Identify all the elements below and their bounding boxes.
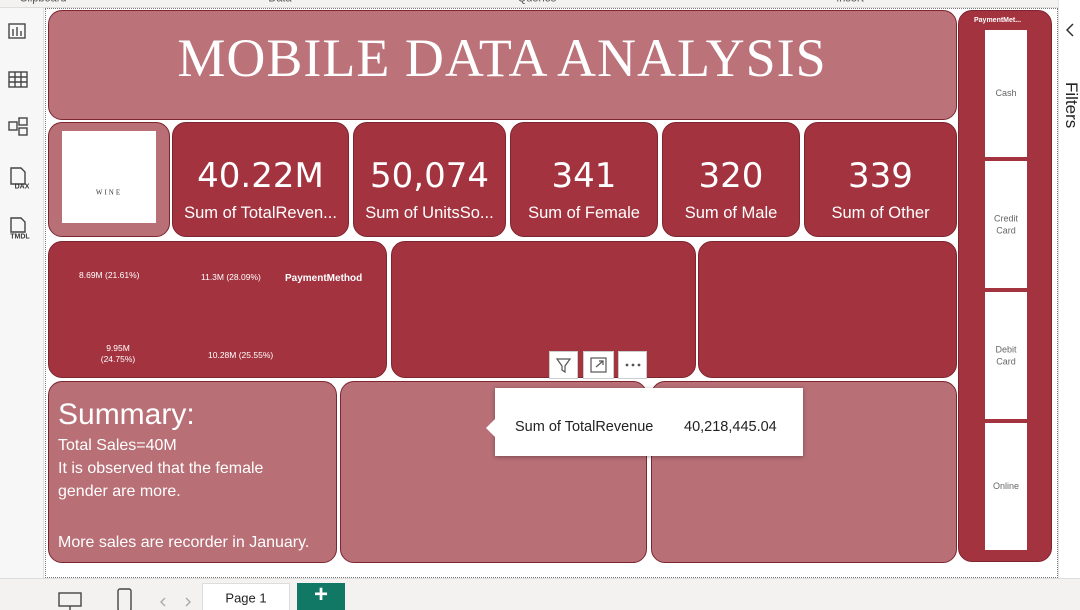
card-label: Sum of Male [684,203,778,222]
card-label: Sum of Female [528,203,640,222]
left-nav [0,8,44,578]
focus-mode-icon[interactable] [583,351,614,379]
filter-icon[interactable] [549,351,578,379]
ribbon-group-label: Queries [518,0,557,5]
more-options-icon[interactable] [618,351,647,379]
card-tile [662,122,800,237]
add-page-label: + [313,581,329,608]
summary-heading: Summary: [58,398,195,431]
month-chart-tile [698,241,957,378]
slicer-item[interactable] [985,292,1027,419]
summary-line: More sales are recorder in January. [58,534,310,551]
legend-title: PaymentMethod [285,273,363,284]
card-value: 341 [551,156,617,196]
gender-chart-tile [391,241,696,378]
filters-title: Filters [1062,82,1080,129]
prev-page[interactable] [160,597,166,607]
add-page-button[interactable] [297,583,345,610]
title-tile [48,10,957,120]
slicer-item[interactable] [985,161,1027,288]
slicer-item-label: Debit Card [995,344,1017,366]
page-tab-label: Page 1 [225,590,267,606]
summary-tile [48,381,337,563]
slicer-item[interactable] [985,423,1027,550]
tooltip-pointer [486,418,496,438]
table-view-icon[interactable] [8,71,28,88]
dax-view-icon[interactable] [10,167,26,185]
card-tile [510,122,658,237]
card-value: 339 [848,156,913,196]
summary-line: gender are more. [58,483,181,500]
model-view-icon[interactable] [8,121,18,131]
next-page[interactable] [185,597,191,607]
tmdl-view-icon[interactable] [10,217,26,233]
nav-icons [8,23,28,233]
data-label: 10.28M (25.55%) [208,350,274,360]
filters-pane [1058,0,1080,578]
page-bar [0,578,1080,610]
mobile-view-icon[interactable] [117,588,132,610]
tooltip [495,388,803,456]
slicer-item[interactable] [985,30,1027,157]
report-title: MOBILE DATA ANALYSIS [177,28,827,88]
data-label: 11.3M (28.09%) [201,272,261,282]
card-label: Sum of UnitsSo... [365,203,494,222]
tooltip-label: Sum of TotalRevenue [515,419,654,435]
tooltip-value: 40,218,445.04 [684,419,777,435]
summary-line: It is observed that the female [58,460,264,477]
slicer-item-label: Cash [995,88,1017,99]
card-label: Sum of Other [831,203,930,222]
data-label: 9.95M (24.75%) [100,343,136,365]
nav-label: DAX [14,183,30,191]
card-value: 320 [698,156,764,196]
slicer-item-label: Credit Card [993,213,1018,235]
summary-line: Total Sales=40M [58,437,177,454]
card-value: 40.22M [197,156,324,196]
ribbon-group-label: Clipboard [19,0,66,5]
logo-text: WINE [95,188,123,197]
collapse-icon[interactable] [1063,18,1080,58]
slicer-item-label: Online [992,481,1019,492]
pie-tile [48,241,387,378]
nav-label: TMDL [10,233,30,241]
ribbon-group-label: Insert [836,0,864,5]
card-value: 50,074 [370,156,489,196]
ribbon-group-label: Data [268,0,291,5]
card-tile [804,122,957,237]
page-tab[interactable] [202,583,290,610]
data-label: 8.69M (21.61%) [79,270,140,280]
ribbon [0,0,1080,8]
slicer-title: PaymentMet... [974,17,1022,24]
card-tile [353,122,506,237]
card-label: Sum of TotalReven... [184,203,337,222]
card-tile [172,122,349,237]
page-bar-icons [58,588,191,610]
report-view-icon[interactable] [8,23,26,39]
logo [62,131,156,223]
